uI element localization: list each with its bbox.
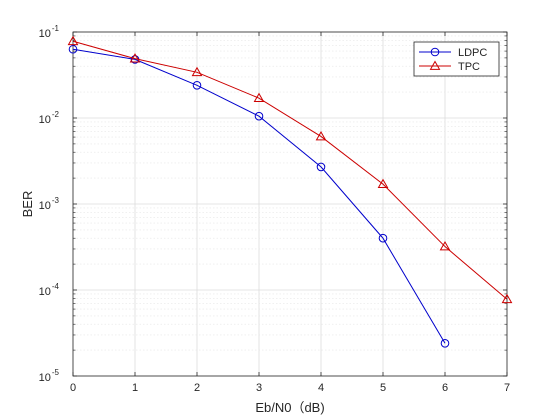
x-tick-label: 3: [256, 382, 262, 394]
data-point-tpc: [129, 53, 141, 63]
data-point-tpc: [377, 178, 389, 189]
legend-marker-ldpc: [430, 47, 440, 57]
x-axis-label: Eb/N0（dB): [255, 400, 324, 415]
series-tpc: [67, 35, 513, 304]
data-point-tpc: [191, 66, 203, 77]
x-tick-label: 7: [504, 382, 510, 394]
legend-item-tpc: TPC: [419, 60, 480, 73]
data-point-tpc: [439, 241, 451, 251]
x-tick-label: 0: [70, 382, 76, 394]
legend-label-ldpc: LDPC: [458, 47, 487, 59]
legend-marker-tpc: [429, 60, 441, 70]
y-axis-label: BER: [20, 191, 35, 218]
data-point-ldpc: [316, 162, 326, 172]
x-tick-label: 1: [132, 382, 138, 394]
legend-item-ldpc: LDPC: [419, 47, 487, 59]
series-line-ldpc: [72, 48, 446, 344]
data-point-ldpc: [378, 233, 388, 243]
data-point-tpc: [315, 130, 327, 141]
data-point-ldpc: [254, 111, 264, 121]
data-point-tpc: [253, 92, 265, 103]
data-point-ldpc: [192, 81, 202, 90]
x-tick-label: 6: [442, 382, 448, 394]
x-tick-label: 2: [194, 382, 200, 394]
legend-box: [413, 41, 500, 77]
series-layer: [67, 35, 513, 348]
x-tick-label: 4: [318, 382, 324, 394]
legend: LDPC TPC: [413, 41, 500, 77]
data-point-ldpc: [68, 44, 78, 54]
data-point-ldpc: [440, 339, 450, 348]
series-line-tpc: [72, 40, 508, 300]
legend-label-tpc: TPC: [458, 61, 480, 73]
x-tick-label: 5: [380, 382, 386, 394]
data-point-tpc: [501, 293, 513, 304]
axis-ticks: 0 1 2 3 4 5 6 710-510-410-310-210-1: [39, 24, 510, 394]
data-point-tpc: [67, 35, 79, 46]
